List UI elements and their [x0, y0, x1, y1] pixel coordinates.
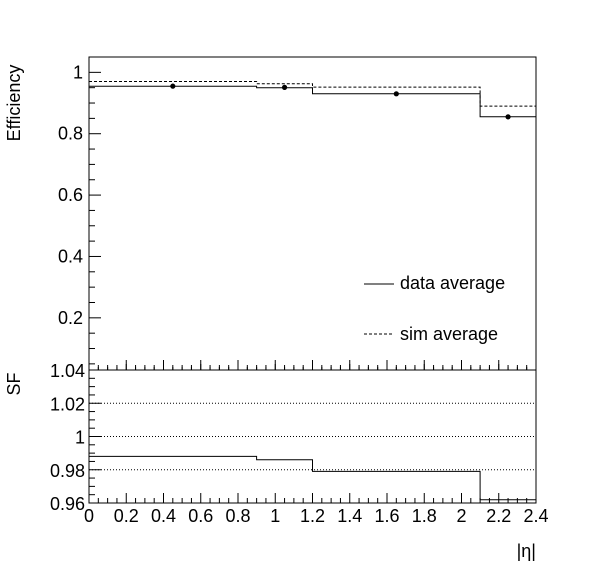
data-point [170, 83, 176, 89]
x-tick-label: 1.4 [337, 506, 362, 526]
sf-step-line [89, 455, 536, 501]
bottom-y-tick-label: 0.96 [50, 494, 85, 514]
sf-gridlines [89, 402, 536, 471]
sim-average-step-line [89, 81, 536, 107]
x-tick-label: 1.8 [412, 506, 437, 526]
bottom-y-axis-label: SF [4, 372, 24, 395]
top-y-tick-label: 0.8 [58, 124, 83, 144]
data-average-step-line [89, 85, 536, 118]
data-point [281, 84, 288, 90]
bottom-y-tick-label: 1.04 [50, 361, 85, 381]
x-tick-label: 1.6 [374, 506, 399, 526]
sf-series-group [89, 455, 536, 501]
x-tick-label: 0.8 [225, 506, 250, 526]
legend-sim-label: sim average [400, 324, 498, 344]
top-y-tick-label: 1 [73, 62, 83, 82]
bottom-y-tick-label: 0.98 [50, 461, 85, 481]
x-tick-label: 2.4 [523, 506, 548, 526]
top-y-tick-label: 0.2 [58, 308, 83, 328]
bottom-x-axis-ticks: 0 0.2 0.4 0.6 0.8 1 1.2 1.4 1.6 1.8 2 2.2 2.4 [84, 364, 549, 526]
x-tick-label: 0.4 [151, 506, 176, 526]
x-tick-label: 0.6 [188, 506, 213, 526]
top-y-axis-label: Efficiency [4, 65, 24, 142]
legend-data-label: data average [400, 273, 505, 293]
bottom-y-tick-label: 1.02 [50, 394, 85, 414]
x-axis-label: |η| [517, 541, 536, 561]
x-tick-label: 0.2 [114, 506, 139, 526]
legend: data average sim average [364, 273, 505, 344]
efficiency-panel: 0.2 0.4 0.6 0.8 1 Efficiency data average si… [4, 56, 537, 371]
x-tick-label: 2 [456, 506, 466, 526]
bottom-y-axis-ticks: 0.96 0.98 1 1.02 1.04 [50, 361, 101, 514]
top-series-group [89, 81, 536, 118]
x-tick-label: 1 [270, 506, 280, 526]
data-point [393, 91, 399, 97]
x-tick-label: 1.2 [300, 506, 325, 526]
bottom-y-tick-label: 1 [75, 428, 85, 448]
data-points-group [170, 83, 511, 120]
data-point [505, 114, 511, 120]
sf-panel: 0.96 0.98 1 1.02 1.04 0 0.2 0.4 0.6 0.8 1 1.2 1.4 1.… [4, 361, 549, 561]
x-tick-label: 0 [84, 506, 94, 526]
top-y-tick-label: 0.4 [58, 246, 83, 266]
x-tick-label: 2.2 [486, 506, 511, 526]
top-y-axis-ticks: 0.2 0.4 0.6 0.8 1 [58, 56, 101, 365]
top-y-tick-label: 0.6 [58, 185, 83, 205]
